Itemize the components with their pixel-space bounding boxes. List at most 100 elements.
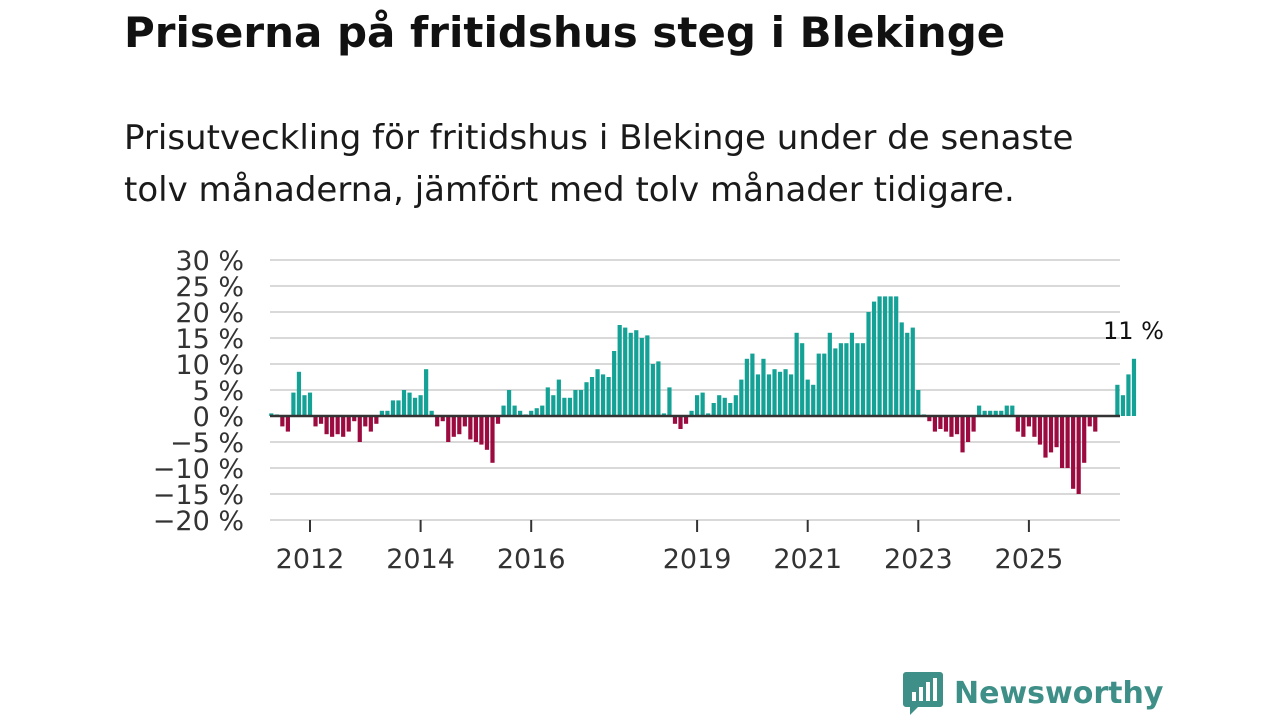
bar — [938, 416, 943, 429]
bar — [363, 416, 368, 427]
bar — [761, 358, 766, 416]
bar — [943, 416, 949, 432]
bar — [385, 410, 390, 416]
bar — [700, 392, 705, 416]
bar — [313, 416, 318, 427]
bar — [855, 343, 860, 416]
bar — [927, 416, 932, 422]
y-tick-label: −5 % — [170, 428, 244, 459]
bar — [269, 413, 274, 416]
chart-subtitle: Prisutveckling för fritidshus i Blekinge… — [124, 118, 1074, 210]
bar — [683, 416, 689, 424]
bar — [324, 416, 329, 435]
bar — [396, 400, 401, 416]
grid-layer — [270, 259, 1120, 521]
bar — [1043, 416, 1048, 458]
bar — [1054, 416, 1059, 448]
bar — [977, 405, 982, 416]
bar — [783, 369, 788, 416]
x-tick-label: 2016 — [497, 544, 566, 575]
bar — [346, 416, 351, 432]
bar — [512, 405, 517, 416]
bar — [379, 410, 384, 416]
bar — [777, 371, 783, 416]
bar — [888, 296, 893, 416]
bar — [999, 410, 1004, 416]
bar — [285, 416, 290, 432]
bar — [578, 390, 584, 416]
bar — [860, 343, 866, 416]
bar — [877, 296, 882, 416]
bar — [866, 312, 871, 416]
bar — [1082, 416, 1087, 463]
bar — [617, 325, 622, 416]
bar — [656, 361, 661, 416]
bar — [766, 374, 772, 416]
bar — [1126, 374, 1131, 416]
bar — [556, 379, 561, 416]
bar — [1059, 416, 1065, 468]
bar — [551, 395, 556, 416]
bar — [844, 343, 849, 416]
bar — [606, 377, 611, 416]
bar — [800, 343, 805, 416]
bar — [954, 416, 960, 435]
bar — [589, 377, 595, 416]
bar — [965, 416, 971, 442]
bar — [1015, 416, 1020, 432]
bar — [816, 353, 821, 416]
bar — [1131, 358, 1137, 416]
bar — [634, 330, 639, 416]
bar — [750, 353, 755, 416]
bar — [695, 395, 700, 416]
y-axis-labels: 30 %25 %20 %15 %10 %5 %0 %−5 %−10 %−15 %… — [153, 246, 244, 537]
newsworthy-logo-icon — [903, 672, 943, 715]
bar — [645, 335, 650, 416]
bar — [368, 416, 373, 432]
bar — [567, 397, 573, 416]
bar — [711, 403, 716, 416]
bar — [318, 416, 324, 424]
bar — [462, 416, 467, 427]
bar — [993, 410, 998, 416]
newsworthy-logo: Newsworthy — [902, 670, 1163, 716]
bar — [291, 392, 296, 416]
bar — [905, 332, 910, 416]
bar — [600, 374, 606, 416]
bar — [435, 416, 440, 427]
y-tick-label: −20 % — [153, 506, 244, 537]
bar — [418, 395, 423, 416]
y-tick-label: 20 % — [175, 298, 244, 329]
y-tick-label: 30 % — [175, 246, 244, 277]
bar — [1076, 416, 1081, 494]
bar — [1087, 416, 1092, 427]
bar — [739, 379, 744, 416]
y-tick-label: −10 % — [153, 454, 244, 485]
bar — [678, 416, 683, 429]
bar — [490, 416, 495, 463]
bar — [932, 416, 937, 432]
bar — [960, 416, 965, 453]
bar — [971, 416, 976, 432]
bar — [650, 364, 655, 416]
chart-title: Priserna på fritidshus steg i Blekinge — [124, 8, 1006, 57]
bar — [534, 408, 539, 416]
bar — [1071, 416, 1076, 489]
bar — [1048, 416, 1054, 453]
bar — [341, 416, 346, 437]
bar — [982, 410, 987, 416]
bar — [639, 338, 644, 416]
annotations: 11 % — [1103, 317, 1164, 345]
bar — [811, 384, 816, 416]
bar — [412, 397, 418, 416]
bar — [1026, 416, 1031, 427]
bar — [595, 369, 600, 416]
bar — [446, 416, 451, 442]
bar — [468, 416, 473, 440]
bar — [296, 371, 302, 416]
y-tick-label: 5 % — [193, 376, 244, 407]
bar — [573, 390, 578, 416]
y-tick-label: 10 % — [175, 350, 244, 381]
bar — [1032, 416, 1037, 437]
bar — [672, 416, 678, 424]
